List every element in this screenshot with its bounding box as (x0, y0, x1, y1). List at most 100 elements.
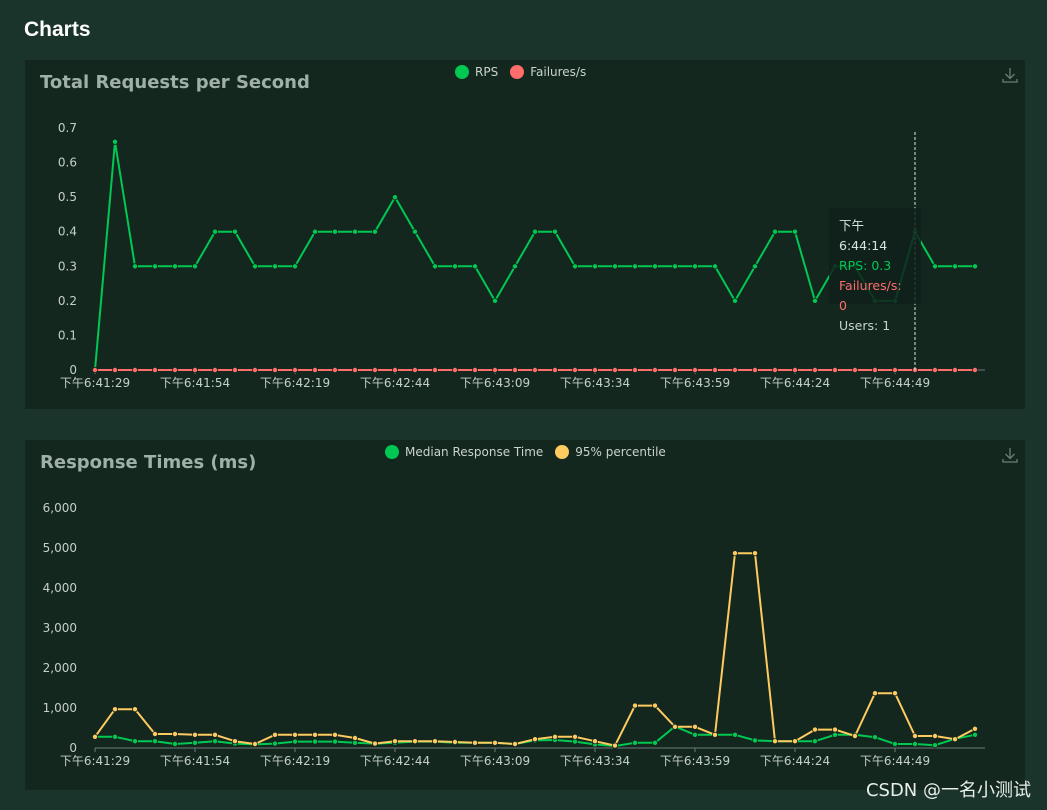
rps-data-point (152, 366, 159, 373)
rps-data-point (391, 194, 398, 201)
download-icon[interactable] (1001, 66, 1019, 84)
rt-data-point (632, 739, 639, 746)
legend-item-median[interactable]: Median Response Time (385, 445, 543, 459)
rps-data-point (732, 297, 739, 304)
response-times-chart-legend: Median Response Time 95% percentile (385, 445, 670, 459)
chart-tooltip: 下午6:44:14 RPS: 0.3 Failures/s: 0 Users: … (829, 208, 921, 333)
rps-x-tick-label: 下午6:41:29 (60, 376, 130, 390)
rps-data-point (231, 228, 238, 235)
rps-data-point (112, 366, 119, 373)
rps-data-point (371, 228, 378, 235)
rps-data-point (112, 138, 119, 145)
rps-data-point (712, 263, 719, 270)
rps-data-point (251, 263, 258, 270)
legend-dot-rps (455, 65, 469, 79)
rps-data-point (291, 366, 298, 373)
rt-x-tick-label: 下午6:43:59 (660, 754, 730, 768)
rt-data-point (832, 731, 839, 738)
rt-data-point (692, 723, 699, 730)
rps-data-point (752, 263, 759, 270)
rps-x-tick-label: 下午6:44:49 (860, 376, 930, 390)
rt-data-point (672, 723, 679, 730)
rps-y-tick-label: 0.3 (58, 259, 77, 273)
rps-data-point (491, 366, 498, 373)
watermark: CSDN @一名小测试 (865, 780, 1031, 801)
rps-y-tick-label: 0.4 (58, 225, 77, 239)
tooltip-failures: Failures/s: 0 (839, 278, 902, 313)
rps-data-point (712, 366, 719, 373)
rps-data-point (932, 263, 939, 270)
rps-data-point (552, 228, 559, 235)
rt-data-point (912, 732, 919, 739)
rt-data-point (932, 732, 939, 739)
rps-data-point (231, 366, 238, 373)
rt-data-point (912, 740, 919, 747)
rps-data-point (572, 263, 579, 270)
rps-x-tick-label: 下午6:42:44 (360, 376, 430, 390)
legend-dot-p95 (555, 445, 570, 459)
rt-data-point (752, 737, 759, 744)
rps-data-point (451, 263, 458, 270)
rps-data-point (552, 366, 559, 373)
rps-data-point (572, 366, 579, 373)
rt-data-point (652, 739, 659, 746)
rps-data-point (892, 366, 899, 373)
rt-data-point (112, 706, 119, 713)
rt-data-point (972, 725, 979, 732)
rt-data-point (712, 731, 719, 738)
rt-y-tick-label: 2,000 (43, 661, 77, 675)
rt-data-point (812, 738, 819, 745)
rps-data-point (511, 366, 518, 373)
rt-data-point (552, 733, 559, 740)
rt-data-point (852, 732, 859, 739)
rt-data-point (451, 738, 458, 745)
rps-data-point (792, 366, 799, 373)
rps-data-point (491, 297, 498, 304)
rt-data-point (311, 738, 318, 745)
rps-x-tick-label: 下午6:44:24 (760, 376, 830, 390)
rps-data-point (271, 366, 278, 373)
rt-data-point (812, 726, 819, 733)
rt-data-point (772, 738, 779, 745)
rps-data-point (732, 366, 739, 373)
rt-y-tick-label: 6,000 (43, 501, 77, 515)
rps-data-point (792, 228, 799, 235)
rps-data-point (832, 366, 839, 373)
legend-item-p95[interactable]: 95% percentile (555, 445, 666, 459)
rps-y-tick-label: 0.2 (58, 294, 77, 308)
rps-data-point (932, 366, 939, 373)
rt-data-point (92, 733, 99, 740)
rt-data-point (391, 738, 398, 745)
rps-chart-title: Total Requests per Second (40, 72, 310, 93)
rt-data-point (632, 702, 639, 709)
rps-data-point (211, 366, 218, 373)
legend-label-median: Median Response Time (405, 445, 544, 459)
rps-data-point (411, 228, 418, 235)
rps-data-point (692, 366, 699, 373)
rps-data-point (612, 263, 619, 270)
rps-data-point (132, 366, 139, 373)
legend-item-rps[interactable]: RPS (455, 65, 498, 79)
rt-x-tick-label: 下午6:43:09 (460, 754, 530, 768)
rps-data-point (191, 263, 198, 270)
rps-y-tick-label: 0.1 (58, 328, 77, 342)
rps-data-point (592, 263, 599, 270)
rps-data-point (191, 366, 198, 373)
rps-data-point (632, 263, 639, 270)
rt-x-tick-label: 下午6:42:19 (260, 754, 330, 768)
legend-item-failures[interactable]: Failures/s (510, 65, 586, 79)
rps-data-point (972, 366, 979, 373)
rps-x-tick-label: 下午6:43:09 (460, 376, 530, 390)
legend-label-p95: 95% percentile (575, 445, 666, 459)
rt-data-point (792, 738, 799, 745)
rt-data-point (732, 550, 739, 557)
rt-data-point (132, 738, 139, 745)
rt-data-point (431, 738, 438, 745)
rps-data-point (632, 366, 639, 373)
rt-x-tick-label: 下午6:43:34 (560, 754, 630, 768)
rps-data-point (391, 366, 398, 373)
rt-data-point (211, 738, 218, 745)
rt-data-point (171, 730, 178, 737)
rt-data-point (872, 734, 879, 741)
download-icon[interactable] (1001, 446, 1019, 464)
